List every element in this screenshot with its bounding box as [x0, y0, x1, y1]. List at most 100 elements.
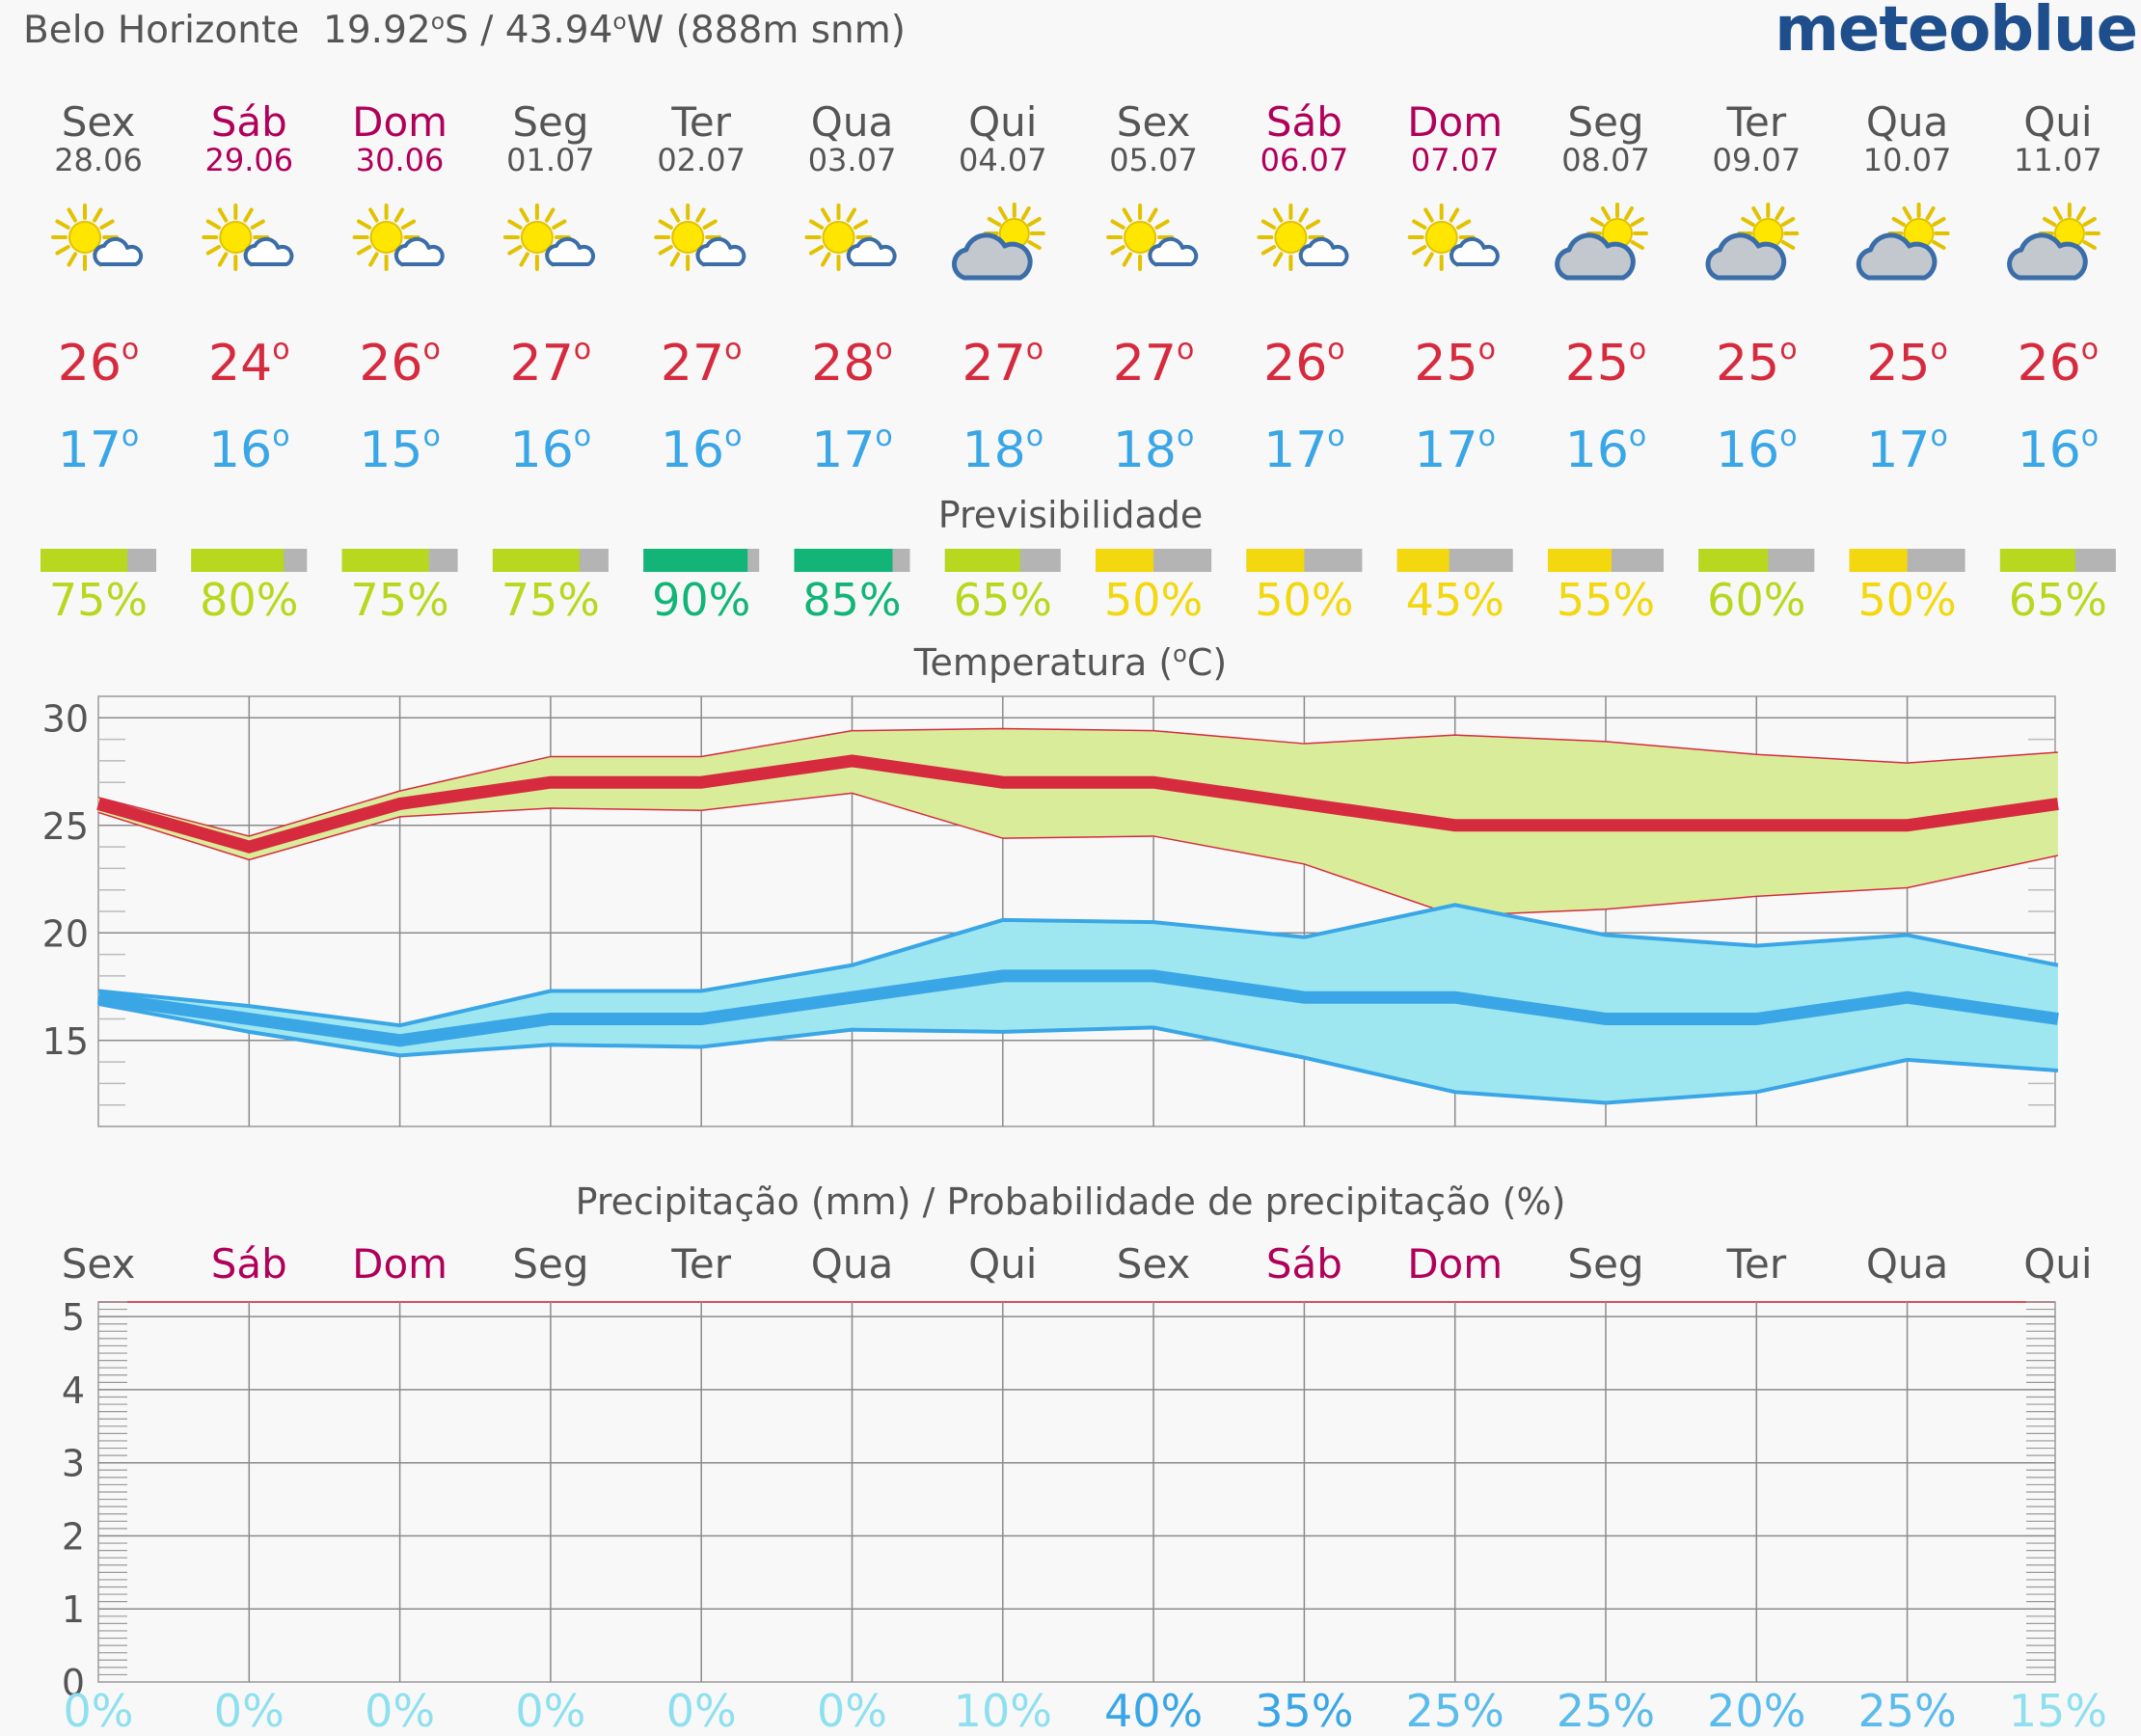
degree-symbol: o: [1173, 640, 1187, 667]
day-date: 04.07: [959, 142, 1047, 178]
tmin-label-value: 16: [208, 421, 272, 479]
tmax-label: 27o: [962, 333, 1044, 393]
tmin-label-value: 15: [359, 421, 422, 479]
day-date: 02.07: [657, 142, 745, 178]
tmax-label-value: 25: [1414, 335, 1477, 393]
sun-ray: [1423, 207, 1434, 223]
tmin-label-value: 17: [58, 421, 122, 479]
precip-probability-label: 15%: [2009, 1685, 2107, 1736]
sun-ray: [99, 219, 115, 230]
predictability-percent: 65%: [954, 574, 1052, 626]
precip-day-name: Qui: [968, 1240, 1037, 1288]
predictability-percent: 75%: [49, 574, 148, 626]
day-date: 30.06: [356, 142, 445, 178]
cloud-shape: [1555, 232, 1636, 281]
cloud-sun-icon: [1555, 203, 1648, 281]
tmin-label-value: 16: [2018, 421, 2081, 479]
tmin-range-band: [98, 905, 2058, 1103]
latitude-dir: S: [445, 9, 469, 52]
tmin-label-value: 17: [1866, 421, 1930, 479]
meteoblue-logo[interactable]: meteoblue: [1775, 0, 2138, 66]
tmin-label: 17o: [1414, 420, 1496, 479]
precip-day-name: Sex: [62, 1240, 136, 1288]
sun-cloud-icon: [502, 203, 596, 271]
tmin-label-degree: o: [122, 420, 139, 453]
tmax-label: 25o: [1866, 333, 1948, 393]
day-name: Sáb: [211, 98, 287, 146]
tmin-series-line: [97, 969, 2059, 1047]
tmin-label: 17o: [1866, 420, 1948, 479]
predictability-bar-fill: [1698, 549, 1769, 572]
tmin-label-value: 16: [1716, 421, 1779, 479]
sun-ray: [1272, 207, 1284, 223]
precip-probability-label: 35%: [1255, 1685, 1353, 1736]
day-date: 08.07: [1561, 142, 1650, 178]
tmax-label: 25o: [1716, 333, 1798, 393]
sun-ray: [217, 207, 229, 223]
sun-ray: [1110, 219, 1125, 230]
tmin-lower-line: [97, 1001, 2059, 1105]
tmax-label-degree: o: [1478, 333, 1496, 366]
sun-ray: [1027, 240, 1042, 250]
cloud-shape: [243, 236, 294, 266]
tmin-label: 16o: [510, 420, 592, 479]
precip-day-name: Ter: [1725, 1240, 1786, 1288]
sun-ray: [205, 219, 221, 230]
tmin-label: 16o: [661, 420, 743, 479]
tmin-label: 17o: [811, 420, 893, 479]
predictability-bar-fill: [341, 549, 429, 572]
cloud-shape: [1298, 236, 1349, 266]
sun-cloud-icon: [51, 203, 144, 271]
tmax-series-line: [96, 754, 2059, 854]
sun-ray: [1148, 207, 1158, 223]
tmax-label-degree: o: [875, 333, 892, 366]
tmin-label: 16o: [208, 420, 290, 479]
sun-ray: [1122, 207, 1133, 223]
tmax-label-degree: o: [272, 333, 289, 366]
day-name: Dom: [352, 98, 447, 146]
predictability-percent: 90%: [652, 574, 750, 626]
tmax-label-value: 24: [208, 335, 272, 393]
tmin-label-degree: o: [423, 420, 441, 453]
tmin-label: 17o: [58, 420, 140, 479]
tmax-label-value: 25: [1866, 335, 1930, 393]
tmin-label-value: 16: [510, 421, 574, 479]
precip-day-name: Dom: [1407, 1240, 1503, 1288]
tmin-label-value: 18: [1113, 421, 1177, 479]
tmin-label: 16o: [1565, 420, 1647, 479]
sun-ray: [1780, 240, 1796, 250]
tmin-label-degree: o: [1177, 420, 1194, 453]
tmin-label-degree: o: [272, 420, 289, 453]
tmax-label: 26o: [2018, 333, 2100, 393]
sun-ray: [695, 207, 706, 223]
sun-ray: [1272, 252, 1284, 267]
predictability-bar-fill: [191, 549, 285, 572]
sun-ray: [658, 244, 673, 256]
tmax-label-value: 26: [359, 335, 422, 393]
tmin-label-value: 16: [661, 421, 724, 479]
predictability-percent: 75%: [501, 574, 600, 626]
precip-probability-label: 0%: [365, 1685, 435, 1736]
day-date: 29.06: [204, 142, 293, 178]
predictability-bar-fill: [1096, 549, 1154, 572]
sun-ray: [1590, 217, 1605, 227]
cloud-sun-icon: [1705, 203, 1800, 281]
tmax-label: 27o: [661, 333, 743, 393]
sun-ray: [1624, 206, 1634, 221]
tmax-label-value: 27: [661, 335, 724, 393]
tmin-label-degree: o: [2081, 420, 2099, 453]
cloud-shape: [846, 236, 897, 266]
predictability-bar-fill: [1999, 549, 2075, 572]
day-name: Dom: [1407, 98, 1503, 146]
latitude: 19.92: [323, 9, 431, 52]
cloud-shape: [1856, 232, 1938, 281]
sun-ray: [357, 219, 372, 230]
sun-ray: [1775, 206, 1785, 221]
tmax-label-degree: o: [1931, 333, 1948, 366]
precip-day-name: Seg: [1567, 1240, 1643, 1288]
tmin-upper-line: [97, 903, 2059, 1028]
sun-ray: [519, 252, 529, 267]
tmax-label: 25o: [1414, 333, 1496, 393]
sun-ray: [55, 244, 70, 256]
day-date: 01.07: [506, 142, 595, 178]
